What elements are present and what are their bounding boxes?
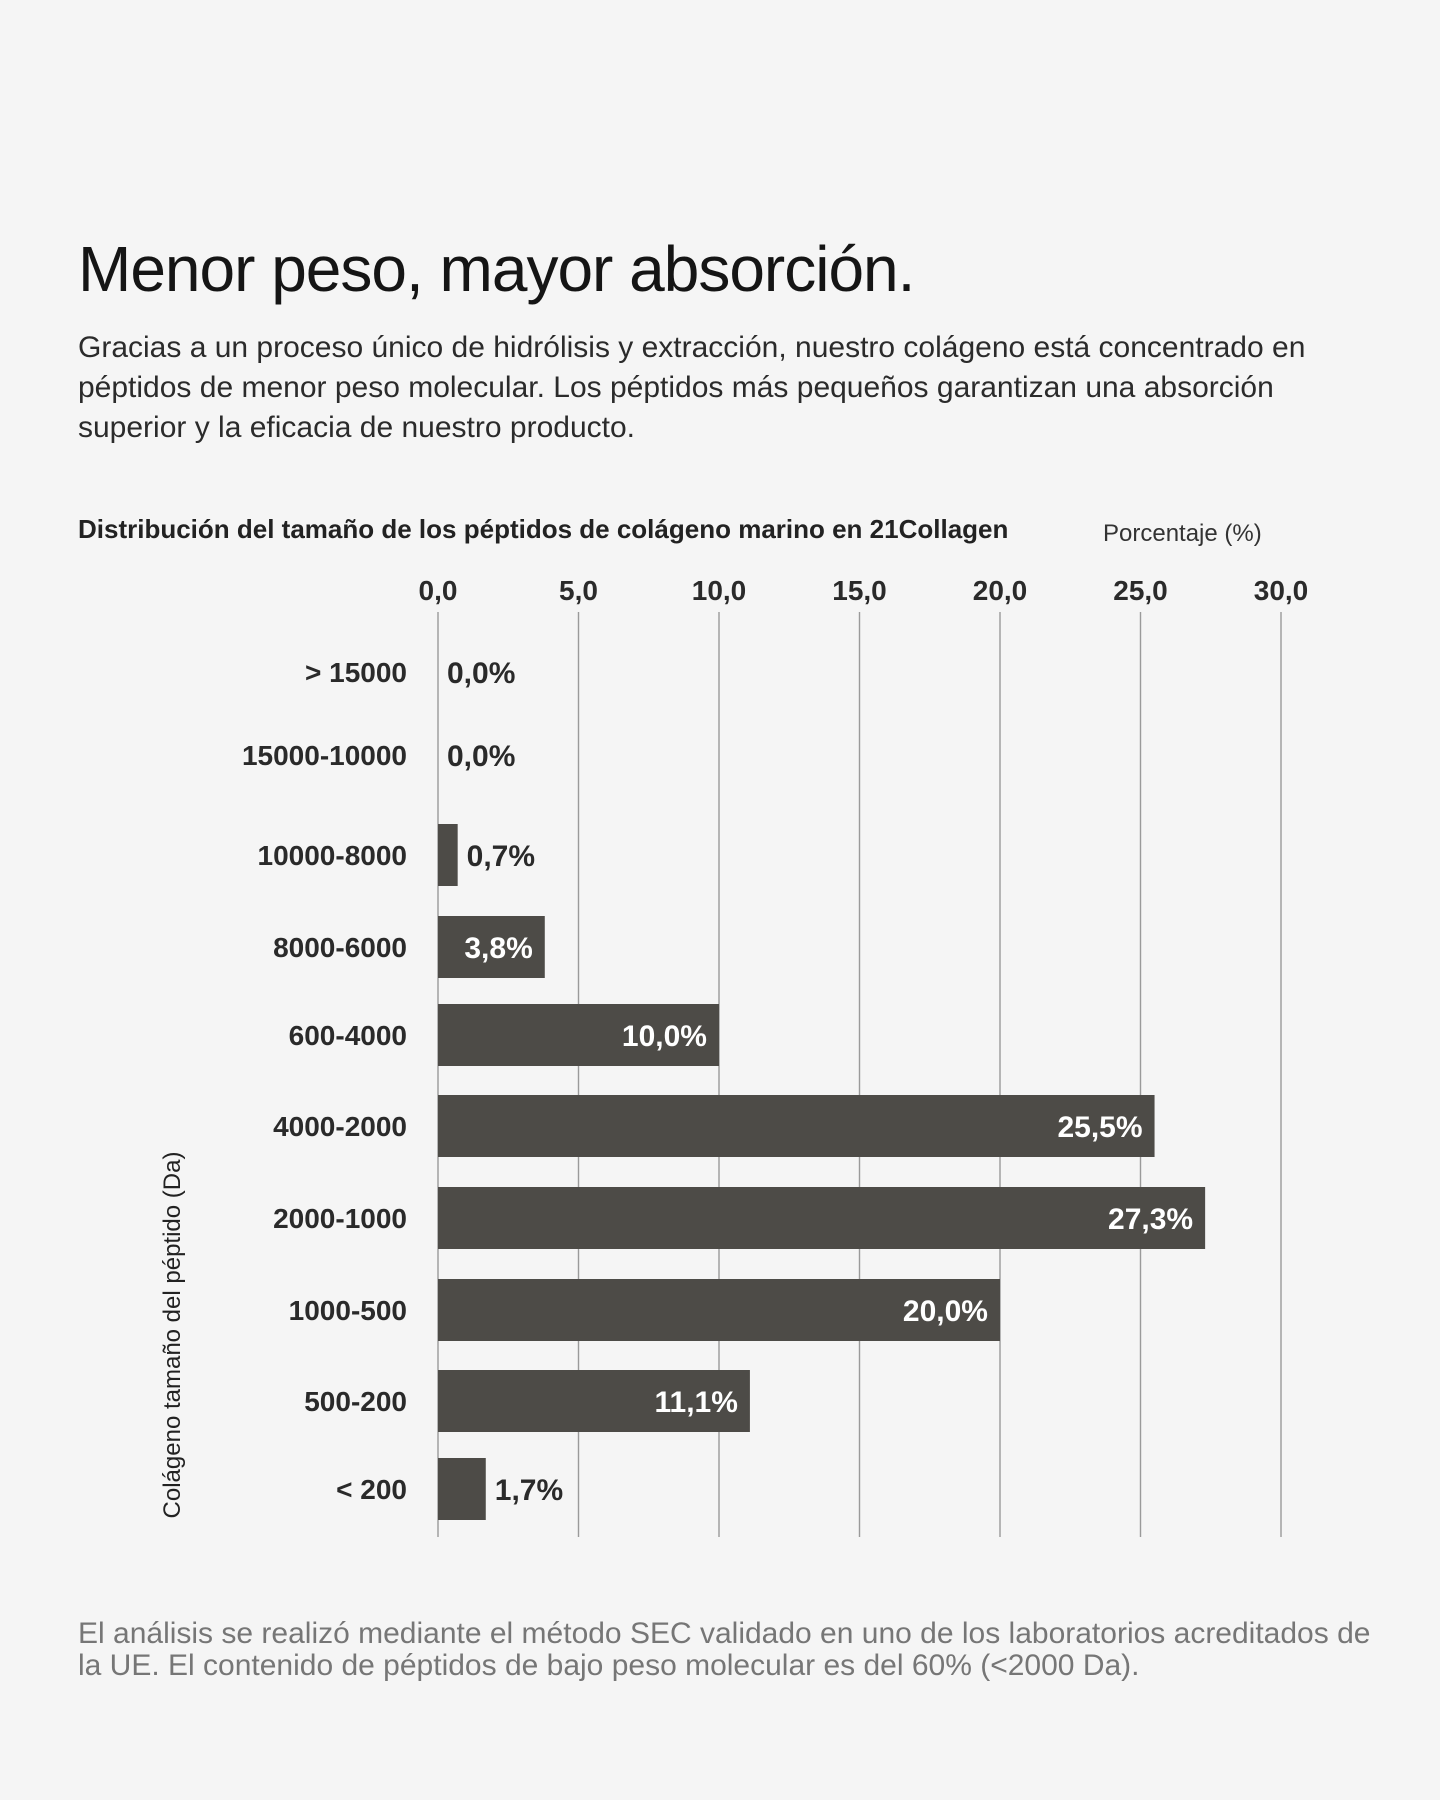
- x-tick-label: 15,0: [832, 575, 887, 606]
- bar: [438, 916, 545, 978]
- x-axis-title: Porcentaje (%): [1103, 520, 1262, 547]
- data-label: 20,0%: [903, 1295, 988, 1328]
- data-label: 25,5%: [1057, 1111, 1142, 1144]
- category-label: 2000-1000: [273, 1203, 407, 1234]
- bar: [438, 824, 458, 886]
- data-label: 1,7%: [495, 1474, 563, 1507]
- x-tick-label: 30,0: [1254, 575, 1309, 606]
- category-label: 8000-6000: [273, 932, 407, 963]
- category-label: 1000-500: [289, 1295, 407, 1326]
- data-label: 11,1%: [654, 1386, 737, 1419]
- x-tick-label: 25,0: [1113, 575, 1168, 606]
- category-label: 15000-10000: [242, 740, 407, 771]
- data-label: 0,0%: [447, 657, 515, 690]
- category-label: 10000-8000: [258, 840, 407, 871]
- data-label: 27,3%: [1108, 1203, 1193, 1236]
- x-tick-label: 20,0: [973, 575, 1028, 606]
- page-title: Menor peso, mayor absorción.: [78, 233, 915, 305]
- chart-title: Distribución del tamaño de los péptidos …: [78, 514, 1009, 544]
- data-label: 0,0%: [447, 740, 515, 773]
- bar: [438, 1004, 719, 1066]
- x-tick-label: 0,0: [419, 575, 458, 606]
- bar: [438, 1370, 750, 1432]
- x-tick-label: 10,0: [692, 575, 747, 606]
- data-label: 3,8%: [464, 932, 532, 965]
- category-label: > 15000: [305, 657, 407, 688]
- bar-chart: 0,0 5,0 10,0 15,0 20,0 25,0 30,0 > 15000 0,0% 150…: [242, 575, 1309, 1537]
- category-label: < 200: [336, 1474, 407, 1505]
- data-label: 10,0%: [622, 1020, 707, 1053]
- footnote: El análisis se realizó mediante el métod…: [78, 1617, 1371, 1682]
- bar: [438, 1187, 1206, 1249]
- bar: [438, 1279, 1000, 1341]
- x-tick-label: 5,0: [559, 575, 598, 606]
- bar: [438, 1458, 486, 1520]
- intro-paragraph: Gracias a un proceso único de hidrólisis…: [78, 331, 1306, 444]
- category-label: 600-4000: [289, 1020, 407, 1051]
- category-label: 4000-2000: [273, 1111, 407, 1142]
- category-label: 500-200: [304, 1386, 407, 1417]
- data-label: 0,7%: [467, 840, 535, 873]
- bar: [438, 1095, 1155, 1157]
